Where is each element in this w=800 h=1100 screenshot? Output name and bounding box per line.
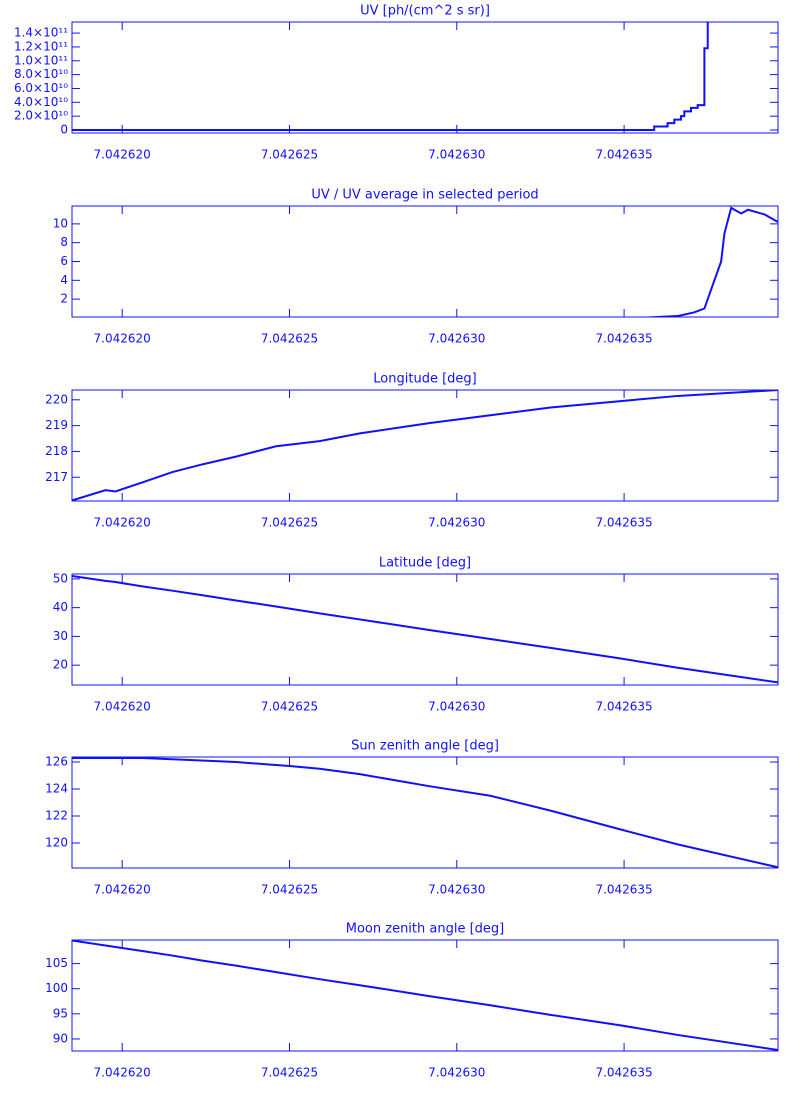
x-tick-label: 7.042625 xyxy=(261,1066,318,1080)
y-tick-label: 2 xyxy=(60,292,68,306)
panel-title: Sun zenith angle [deg] xyxy=(351,739,499,754)
y-tick-label: 124 xyxy=(45,782,68,796)
y-tick-label: 1.2×10¹¹ xyxy=(14,39,68,53)
y-tick-label: 40 xyxy=(53,600,68,614)
x-tick-label: 7.042635 xyxy=(595,1066,652,1080)
frame xyxy=(71,573,779,686)
y-tick-label: 0 xyxy=(60,123,68,137)
y-tick-label: 6 xyxy=(60,254,68,268)
data-line xyxy=(72,206,778,317)
y-tick-label: 4 xyxy=(60,273,68,287)
data-line xyxy=(72,390,778,501)
x-tick-label: 7.042630 xyxy=(428,332,485,346)
panel: Longitude [deg] 7.042620 7.042625 7.042630 7… xyxy=(45,372,779,530)
panel: UV / UV average in selected period 7.0426… xyxy=(53,188,779,346)
y-tick-label: 219 xyxy=(45,418,68,432)
x-tick-label: 7.042635 xyxy=(595,883,652,897)
y-tick-label: 100 xyxy=(45,981,68,995)
panel-title: Latitude [deg] xyxy=(379,556,471,571)
x-tick-label: 7.042620 xyxy=(94,1066,151,1080)
y-tick-label: 95 xyxy=(53,1006,68,1020)
x-tick-label: 7.042630 xyxy=(428,1066,485,1080)
y-tick-label: 8 xyxy=(60,235,68,249)
x-tick-label: 7.042620 xyxy=(94,700,151,714)
y-tick-label: 120 xyxy=(45,836,68,850)
x-tick-label: 7.042635 xyxy=(595,516,652,530)
data-line xyxy=(72,575,778,684)
frame xyxy=(71,939,779,1052)
panel: Sun zenith angle [deg] 7.042620 7.042625 7.… xyxy=(45,739,779,897)
frame xyxy=(71,756,779,869)
data-line xyxy=(72,22,709,132)
x-tick-label: 7.042620 xyxy=(94,516,151,530)
panel: Latitude [deg] 7.042620 7.042625 7.042630 7.… xyxy=(53,556,779,714)
x-tick-label: 7.042625 xyxy=(261,700,318,714)
y-tick-label: 1.4×10¹¹ xyxy=(14,26,68,40)
y-tick-label: 1.0×10¹¹ xyxy=(14,53,68,67)
x-tick-label: 7.042625 xyxy=(261,883,318,897)
data-line xyxy=(72,757,778,868)
x-tick-label: 7.042635 xyxy=(595,332,652,346)
x-tick-label: 7.042630 xyxy=(428,516,485,530)
y-tick-label: 4.0×10¹⁰ xyxy=(14,95,68,109)
panel-title: UV [ph/(cm^2 s sr)] xyxy=(360,4,490,19)
x-tick-label: 7.042635 xyxy=(595,700,652,714)
panel: UV [ph/(cm^2 s sr)] 7.042620 7.042625 7.042… xyxy=(14,4,779,162)
x-tick-label: 7.042620 xyxy=(94,883,151,897)
panel-title: Longitude [deg] xyxy=(373,372,476,387)
x-tick-label: 7.042625 xyxy=(261,332,318,346)
y-tick-label: 90 xyxy=(53,1031,68,1045)
x-tick-label: 7.042630 xyxy=(428,883,485,897)
x-tick-label: 7.042620 xyxy=(94,332,151,346)
x-tick-label: 7.042625 xyxy=(261,516,318,530)
y-tick-label: 50 xyxy=(53,571,68,585)
x-tick-label: 7.042630 xyxy=(428,700,485,714)
y-tick-label: 2.0×10¹⁰ xyxy=(14,109,68,123)
x-tick-label: 7.042625 xyxy=(261,148,318,162)
y-tick-label: 10 xyxy=(53,216,68,230)
y-tick-label: 105 xyxy=(45,956,68,970)
y-tick-label: 122 xyxy=(45,809,68,823)
y-tick-label: 6.0×10¹⁰ xyxy=(14,81,68,95)
x-tick-label: 7.042620 xyxy=(94,148,151,162)
y-tick-label: 30 xyxy=(53,629,68,643)
x-tick-label: 7.042630 xyxy=(428,148,485,162)
frame xyxy=(71,21,779,134)
y-tick-label: 218 xyxy=(45,444,68,458)
panel: Moon zenith angle [deg] 7.042620 7.042625 7… xyxy=(45,922,779,1080)
y-tick-label: 126 xyxy=(45,754,68,768)
y-tick-label: 8.0×10¹⁰ xyxy=(14,67,68,81)
y-tick-label: 20 xyxy=(53,658,68,672)
frame xyxy=(71,389,779,502)
panel-title: Moon zenith angle [deg] xyxy=(346,922,504,937)
data-line xyxy=(72,940,778,1051)
frame xyxy=(71,205,779,318)
x-tick-label: 7.042635 xyxy=(595,148,652,162)
panel-title: UV / UV average in selected period xyxy=(311,188,538,203)
y-tick-label: 220 xyxy=(45,392,68,406)
y-tick-label: 217 xyxy=(45,470,68,484)
